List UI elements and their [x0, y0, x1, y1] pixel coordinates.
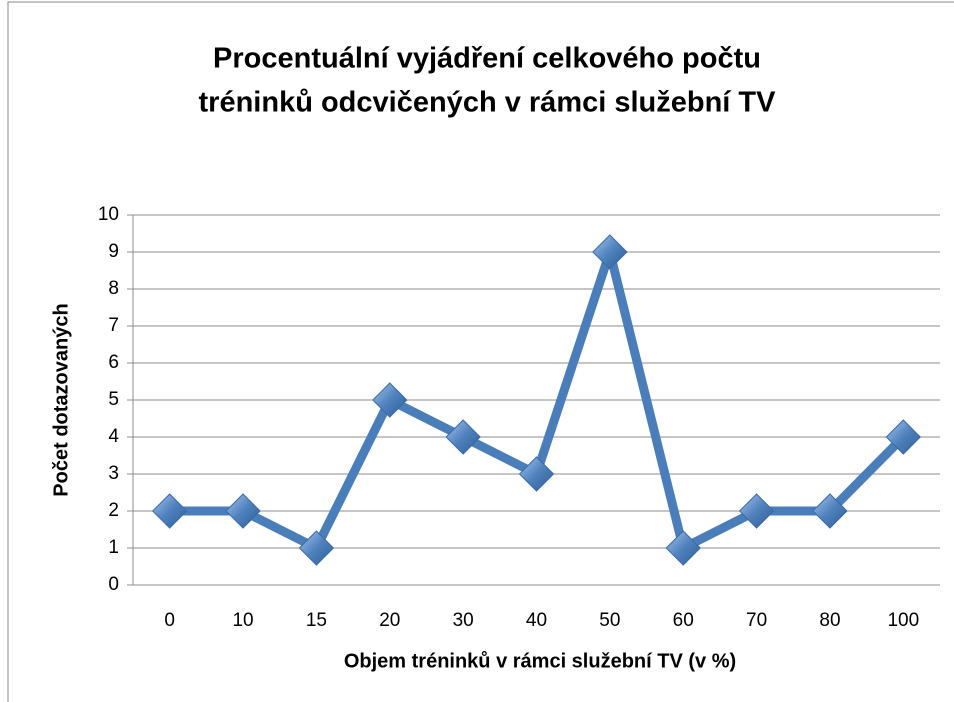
- x-tick-label: 20: [379, 610, 400, 631]
- x-tick-label: 40: [526, 610, 547, 631]
- x-tick-label: 0: [164, 610, 175, 631]
- y-tick-label: 7: [108, 315, 119, 336]
- x-tick-label: 30: [453, 610, 474, 631]
- data-point: [738, 493, 775, 529]
- chart-title: tréninků odcvičených v rámci služební TV: [199, 87, 777, 119]
- y-tick-label: 1: [108, 537, 119, 558]
- data-point: [592, 234, 628, 270]
- x-tick-label: 10: [232, 610, 253, 631]
- y-tick-label: 0: [108, 574, 119, 595]
- chart-border: [7, 1, 954, 702]
- y-axis-title: Počet dotazovaných: [50, 303, 72, 496]
- data-point: [372, 382, 408, 418]
- x-tick-label: 60: [673, 610, 694, 631]
- y-tick-label: 9: [108, 241, 119, 262]
- y-tick-label: 4: [108, 426, 119, 447]
- data-point: [812, 493, 848, 529]
- y-tick-label: 2: [108, 500, 119, 521]
- y-tick-label: 10: [98, 204, 119, 225]
- data-point: [885, 419, 922, 455]
- x-tick-label: 15: [306, 610, 327, 631]
- data-point: [298, 530, 335, 566]
- data-point: [665, 530, 701, 566]
- chart-title: Procentuální vyjádření celkového počtu: [213, 43, 761, 75]
- x-tick-label: 100: [887, 610, 919, 631]
- data-point: [225, 493, 261, 529]
- x-tick-label: 80: [819, 610, 840, 631]
- y-tick-label: 3: [108, 463, 119, 484]
- y-tick-label: 6: [108, 352, 119, 373]
- x-tick-label: 70: [746, 610, 767, 631]
- y-tick-label: 8: [108, 278, 119, 299]
- x-tick-label: 50: [599, 610, 620, 631]
- x-axis-title: Objem tréninků v rámci služební TV (v %): [344, 650, 736, 672]
- data-point: [151, 493, 188, 529]
- data-point: [445, 419, 481, 455]
- y-tick-label: 5: [108, 389, 119, 410]
- data-point: [518, 456, 555, 492]
